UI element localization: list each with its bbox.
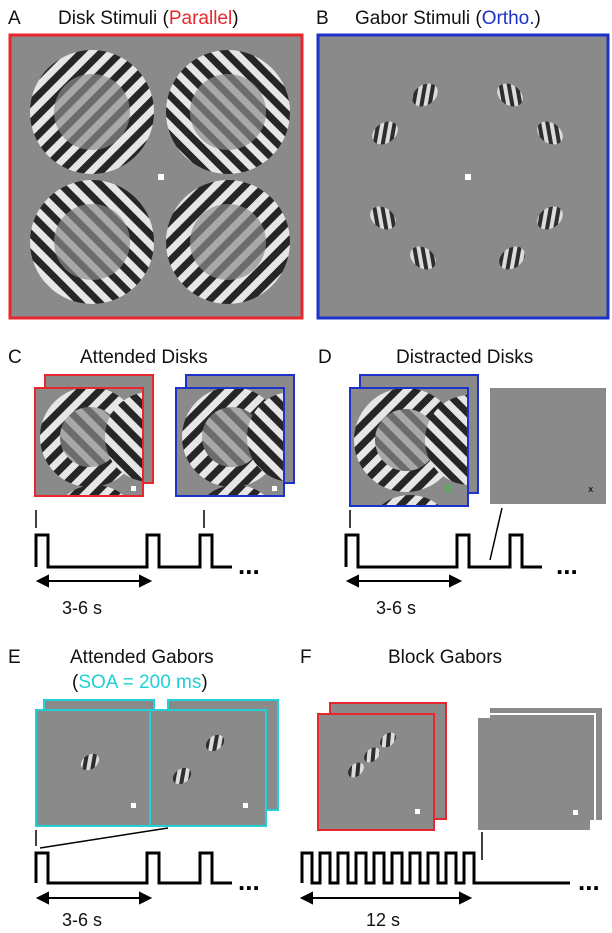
panel-e-stimuli xyxy=(35,699,279,827)
panel-c-title: Attended Disks xyxy=(80,347,208,368)
panel-e-ellipsis: ... xyxy=(238,866,260,896)
fixation-dot xyxy=(131,486,136,491)
blank-screen-front xyxy=(478,718,590,830)
panel-f-title: Block Gabors xyxy=(388,647,503,668)
panel-d-letter: D xyxy=(318,347,332,368)
gabor-patch xyxy=(497,83,523,107)
timelines xyxy=(34,507,570,885)
panel-c-duration: 3-6 s xyxy=(62,598,103,618)
disk-bottom-left xyxy=(30,180,154,304)
panel-d-ellipsis: ... xyxy=(556,550,578,580)
panel-d-stimuli: x xyxy=(349,374,606,507)
gabor-patch xyxy=(172,767,192,785)
gabor-patch xyxy=(370,206,396,230)
panel-e-duration: 3-6 s xyxy=(62,910,103,930)
gabor-patch xyxy=(348,762,364,778)
panel-b-frame xyxy=(316,33,610,320)
fixation-dot xyxy=(158,174,164,180)
panel-e-letter: E xyxy=(8,647,21,668)
gabor-patch xyxy=(537,121,563,145)
gabor-patch xyxy=(412,83,438,107)
panel-c-stimuli xyxy=(34,374,295,497)
gabor-patch xyxy=(410,246,436,270)
panel-e-timeline xyxy=(34,851,232,885)
gabor-patch-group xyxy=(370,83,563,270)
panel-c-letter: C xyxy=(8,347,22,368)
disk-top-left xyxy=(30,50,154,174)
panel-b-title-suffix: ) xyxy=(534,8,541,29)
gabor-patch xyxy=(364,747,380,763)
panel-a-frame xyxy=(8,33,304,320)
panel-a-title-condition: Parallel xyxy=(168,8,233,29)
panel-b-title-condition: Ortho. xyxy=(481,8,535,29)
fixation-dot xyxy=(415,809,420,814)
panel-a-stimulus xyxy=(8,33,304,320)
panel-a-letter: A xyxy=(8,8,21,29)
fixation-dot xyxy=(243,803,248,808)
blank-screen xyxy=(490,388,606,504)
panel-f-stimuli xyxy=(317,702,602,831)
fixation-dot xyxy=(573,810,578,815)
panel-e-soa: (SOA = 200 ms) xyxy=(72,672,208,694)
gabor-patch xyxy=(499,246,525,270)
panel-b-letter: B xyxy=(316,8,329,29)
panel-e-soa-close: ) xyxy=(201,672,208,693)
disk-top-right xyxy=(166,50,290,174)
panel-b-title: Gabor Stimuli (Ortho.) xyxy=(355,8,541,30)
disk-bottom-right xyxy=(166,180,290,304)
fixation-cross: x xyxy=(588,485,594,495)
fixation-dot xyxy=(465,174,471,180)
panel-f-letter: F xyxy=(300,647,312,668)
gabor-patch xyxy=(80,753,100,771)
fixation-dot xyxy=(131,803,136,808)
gabor-patch xyxy=(380,732,396,748)
fixation-dot xyxy=(272,486,277,491)
panel-d-title: Distracted Disks xyxy=(396,347,534,368)
gabor-patch xyxy=(205,734,225,752)
panel-f-duration: 12 s xyxy=(366,910,401,930)
panel-a-title-suffix: ) xyxy=(232,8,239,29)
panel-d-timeline xyxy=(344,533,542,569)
panel-e-soa-open: ( xyxy=(72,672,79,693)
panel-b-stimulus xyxy=(316,33,610,320)
green-target-dot xyxy=(445,485,452,492)
gabor-patch xyxy=(372,121,398,145)
duration-arrows xyxy=(35,574,473,905)
panel-a-title: Disk Stimuli (Parallel) xyxy=(58,8,239,30)
gabor-patch xyxy=(537,206,563,230)
panel-c-ellipsis: ... xyxy=(238,550,260,580)
panel-a-title-prefix: Disk Stimuli ( xyxy=(58,8,169,29)
panel-b-title-prefix: Gabor Stimuli ( xyxy=(355,8,482,29)
panel-d-duration: 3-6 s xyxy=(376,598,417,618)
panel-f-timeline xyxy=(300,851,570,885)
panel-e-title: Attended Gabors xyxy=(70,647,214,668)
panel-f-ellipsis: ... xyxy=(578,866,600,896)
panel-c-timeline xyxy=(34,533,232,569)
panel-e-soa-value: SOA = 200 ms xyxy=(78,672,202,693)
